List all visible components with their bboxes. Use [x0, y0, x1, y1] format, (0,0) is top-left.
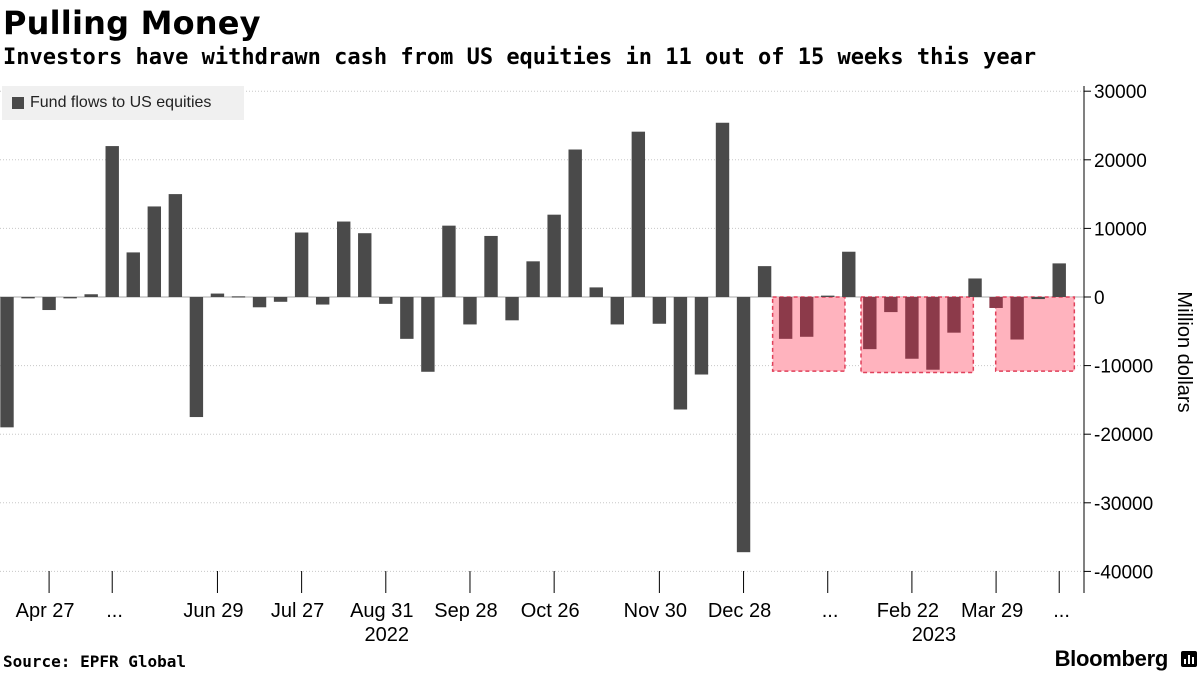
legend-label: Fund flows to US equities [30, 94, 212, 111]
bar [568, 149, 582, 297]
bar [358, 233, 372, 297]
bar [526, 261, 540, 297]
bar [147, 206, 162, 297]
bar [1052, 263, 1066, 297]
bar [315, 297, 330, 305]
y-tick-label: 10000 [1094, 219, 1147, 240]
brand-logo: Bloomberg [1054, 646, 1169, 671]
bar [799, 297, 814, 337]
bar [252, 297, 267, 308]
bar [231, 296, 246, 298]
bar [589, 287, 603, 297]
bar [694, 297, 709, 375]
x-tick-label: Sep 28 [434, 600, 497, 622]
bar [715, 122, 730, 297]
x-year-label: 2022 [365, 624, 410, 646]
x-tick-label: Jun 29 [183, 600, 243, 622]
bar [42, 297, 56, 311]
bar [442, 225, 456, 297]
x-tick-label: Feb 22 [877, 600, 939, 622]
x-tick-label: Apr 27 [16, 600, 75, 622]
x-tick-label: Jul 27 [271, 600, 324, 622]
bar [673, 297, 688, 410]
x-tick-label: Mar 29 [961, 600, 1023, 622]
bar [337, 221, 351, 297]
bar [84, 294, 98, 297]
bar [273, 297, 288, 302]
bar [821, 295, 835, 297]
legend-swatch [12, 97, 24, 109]
bar [736, 297, 751, 553]
bar [63, 297, 77, 299]
bar [210, 293, 225, 297]
bar [631, 131, 646, 297]
y-tick-label: -10000 [1094, 357, 1153, 378]
x-tick-label: Dec 28 [708, 600, 771, 622]
chart-title: Pulling Money [3, 4, 261, 42]
y-tick-label: 20000 [1094, 151, 1147, 172]
bar [905, 297, 919, 359]
highlight-box [994, 296, 1076, 372]
x-tick-label: Aug 31 [350, 600, 413, 622]
bar [168, 194, 183, 297]
bar [757, 266, 772, 297]
bar [968, 278, 982, 297]
bar [778, 297, 793, 339]
y-axis: 30000 20000 10000 0 -10000 -20000 -30000 -40000 [1083, 82, 1153, 593]
legend: Fund flows to US equities [2, 86, 244, 120]
chart-subtitle: Investors have withdrawn cash from US eq… [3, 45, 1037, 70]
bar [400, 297, 414, 339]
y-tick-label: 0 [1094, 288, 1105, 309]
bar [1031, 297, 1045, 300]
x-tick-label: ... [1053, 600, 1070, 622]
bar [421, 297, 435, 372]
y-tick-label: -20000 [1094, 425, 1153, 446]
bloomberg-bars-icon [1181, 651, 1197, 667]
bar [126, 252, 140, 297]
bar [0, 297, 14, 428]
bar [189, 297, 204, 418]
bar [989, 297, 1003, 308]
bar [21, 297, 35, 299]
y-tick-label: 30000 [1094, 82, 1147, 103]
x-tick-label: Oct 26 [521, 600, 580, 622]
bar [1010, 297, 1024, 340]
bar [294, 232, 309, 297]
bar [105, 146, 119, 297]
x-tick-label: Nov 30 [624, 600, 687, 622]
bar [505, 297, 519, 321]
bar [610, 297, 624, 325]
source-note: Source: EPFR Global [3, 652, 187, 671]
bars [0, 122, 1066, 553]
y-tick-label: -40000 [1094, 562, 1153, 583]
x-axis: Apr 27... Jun 29 Jul 27 Aug 31 Sep 28 Oct 26 N… [16, 571, 1070, 646]
x-tick-label: ... [106, 600, 123, 622]
bar [379, 297, 393, 304]
y-tick-label: -30000 [1094, 494, 1153, 515]
y-axis-label: Million dollars [1173, 291, 1195, 412]
bar [547, 214, 561, 297]
x-year-label: 2023 [912, 624, 957, 646]
bar [652, 297, 667, 324]
bar [863, 297, 877, 350]
bar [463, 297, 477, 325]
bar [947, 297, 961, 333]
bar [926, 297, 940, 370]
x-tick-label: ... [822, 600, 839, 622]
highlight-boxes [771, 296, 1076, 374]
bar [484, 235, 498, 297]
bar [884, 297, 898, 313]
bar [842, 251, 856, 297]
